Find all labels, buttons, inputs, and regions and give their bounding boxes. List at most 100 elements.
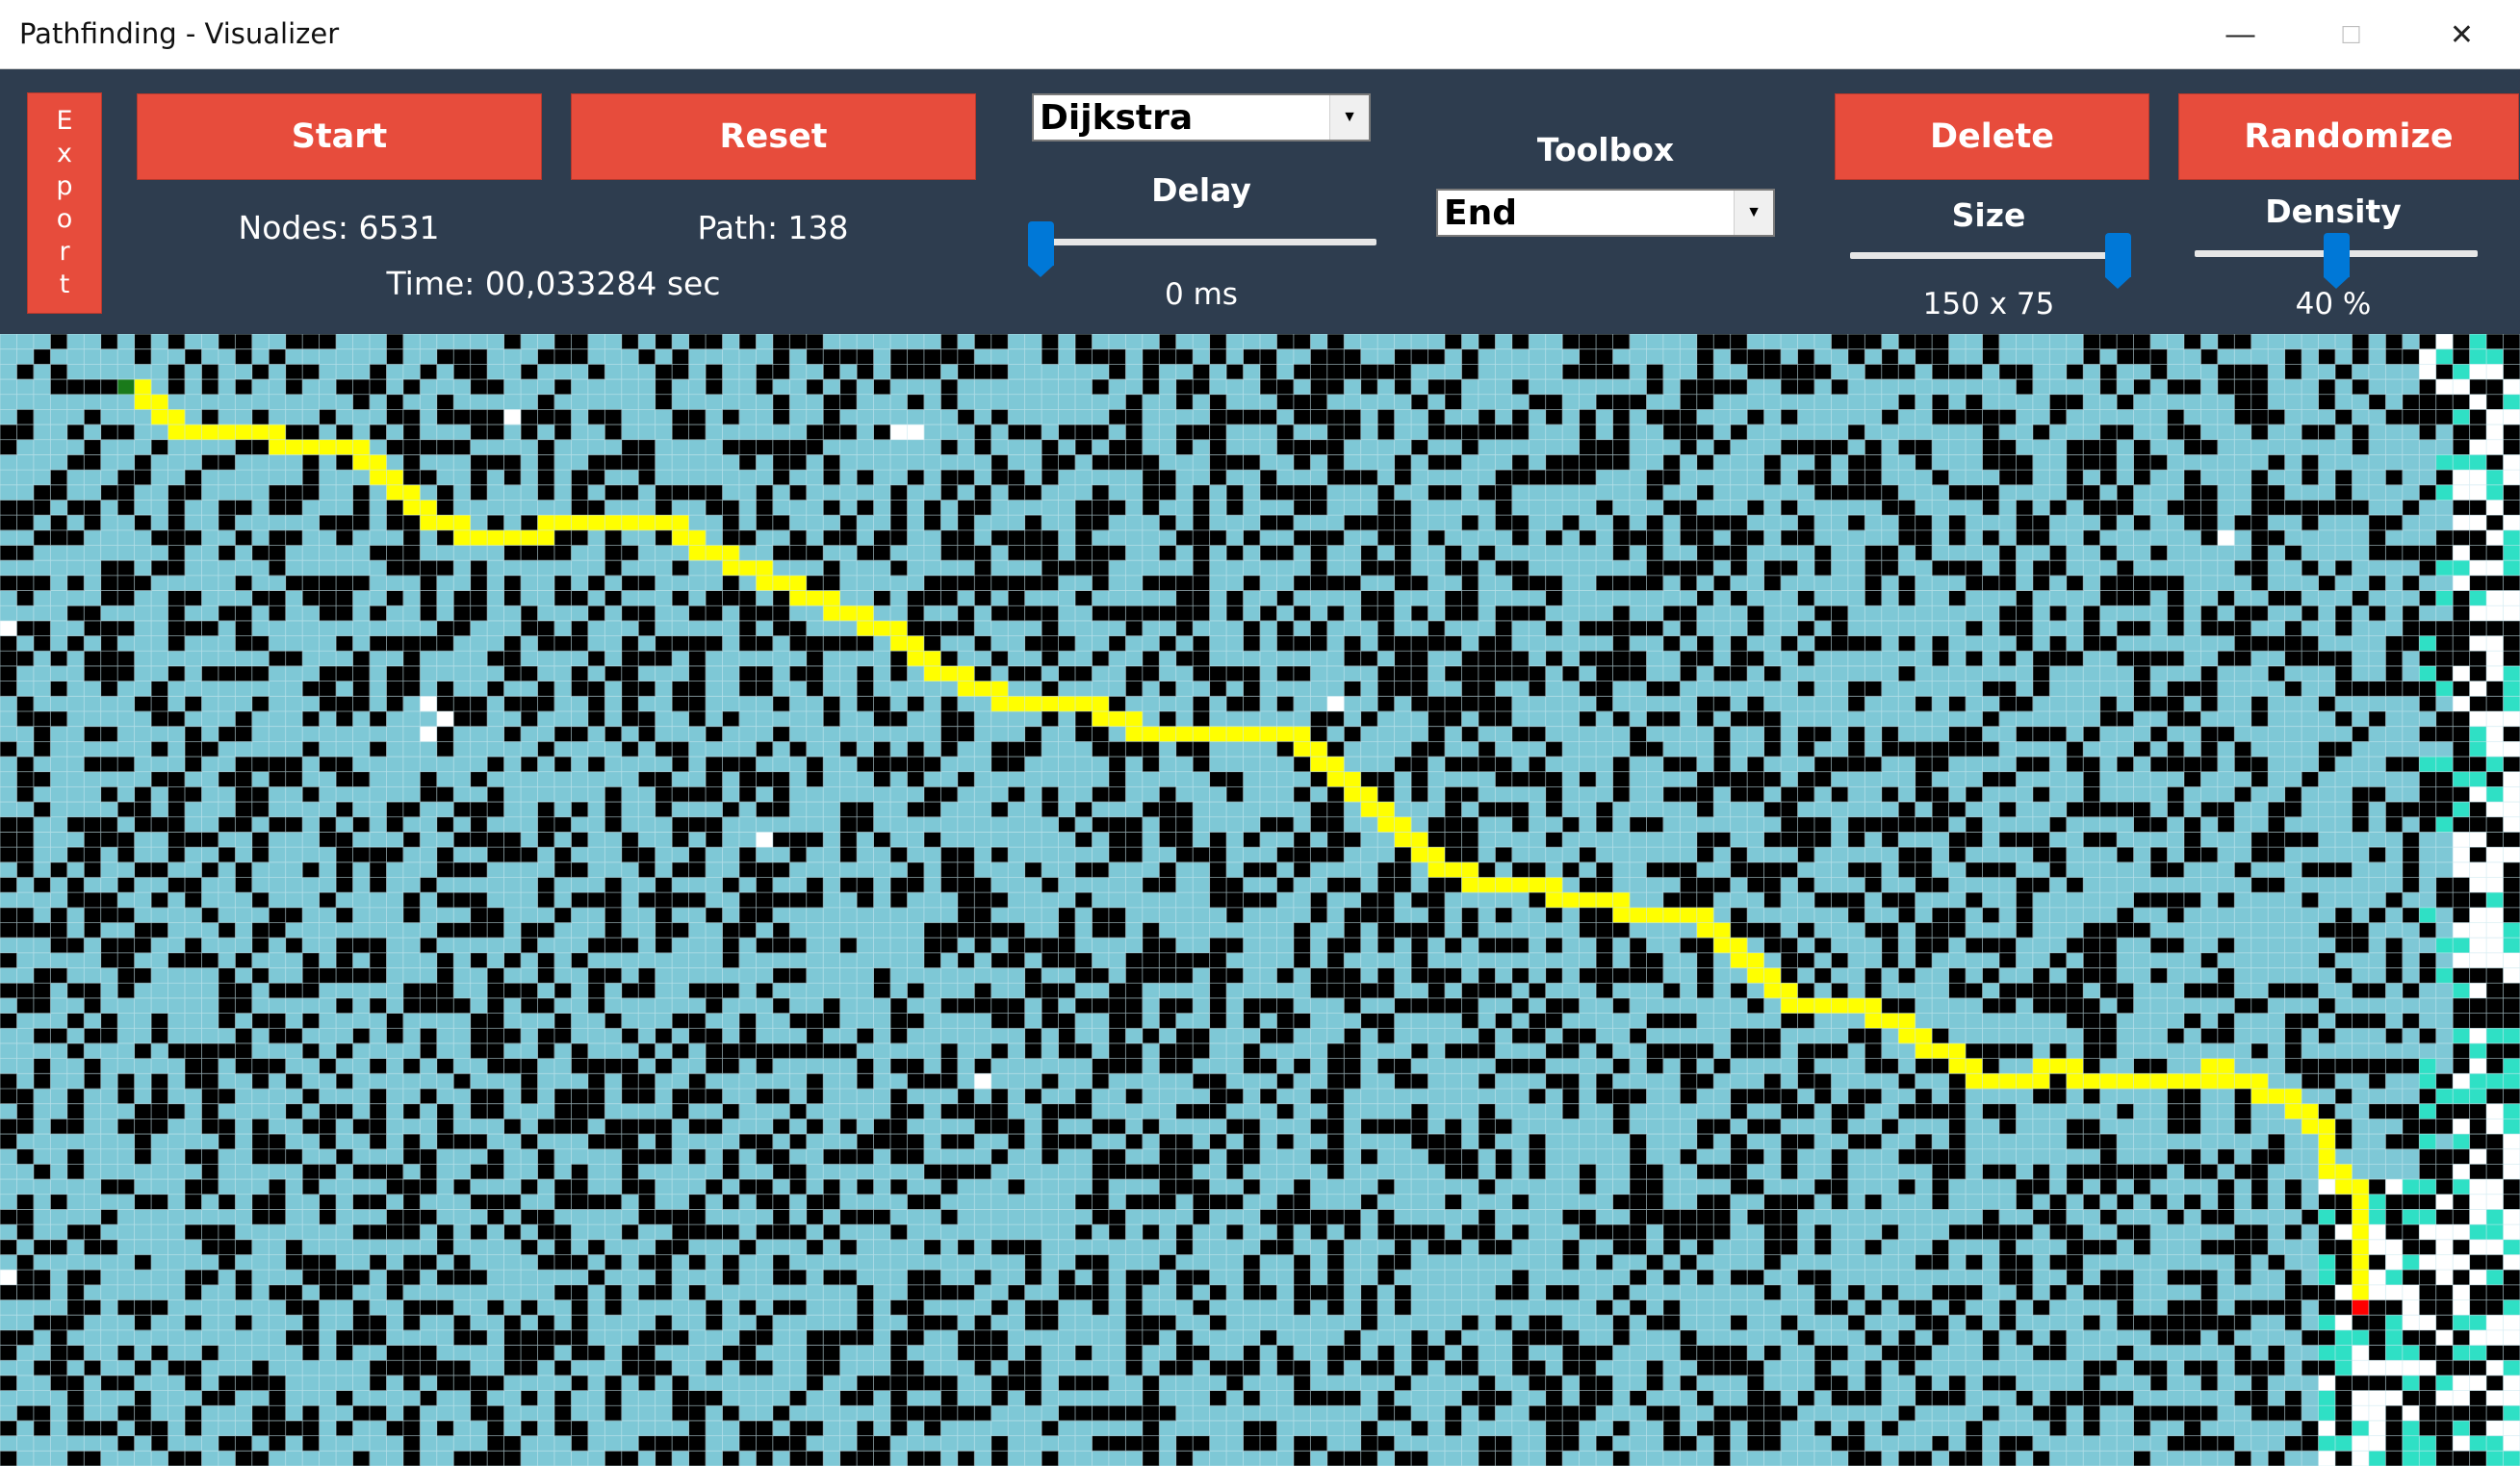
wall-cell[interactable] [0,635,17,652]
frontier-cell[interactable] [2469,1089,2487,1104]
wall-cell[interactable] [990,757,1009,773]
wall-cell[interactable] [1713,515,1731,531]
wall-cell[interactable] [1680,892,1698,909]
wall-cell[interactable] [2200,802,2219,818]
frontier-cell[interactable] [2402,1420,2420,1436]
wall-cell[interactable] [2133,696,2151,712]
wall-cell[interactable] [1612,1224,1631,1241]
wall-cell[interactable] [1915,1058,1933,1074]
wall-cell[interactable] [571,1194,589,1210]
wall-cell[interactable] [1075,952,1093,968]
wall-cell[interactable] [2301,1360,2319,1376]
wall-cell[interactable] [402,1375,421,1391]
wall-cell[interactable] [1646,741,1664,758]
wall-cell[interactable] [436,997,454,1014]
wall-cell[interactable] [1293,1375,1311,1391]
wall-cell[interactable] [1344,907,1362,923]
wall-cell[interactable] [1680,1345,1698,1361]
frontier-cell[interactable] [2469,348,2487,365]
wall-cell[interactable] [1612,424,1631,441]
wall-cell[interactable] [1142,651,1160,667]
wall-cell[interactable] [2183,832,2201,848]
wall-cell[interactable] [1680,786,1698,803]
wall-cell[interactable] [1646,545,1664,561]
wall-cell[interactable] [100,892,118,909]
wall-cell[interactable] [100,424,118,441]
wall-cell[interactable] [1461,605,1479,622]
wall-cell[interactable] [1041,681,1059,697]
wall-cell[interactable] [0,545,17,561]
wall-cell[interactable] [251,1420,270,1436]
wall-cell[interactable] [167,816,186,833]
wall-cell[interactable] [1646,681,1664,697]
wall-cell[interactable] [604,665,623,682]
wall-cell[interactable] [1781,1148,1798,1165]
wall-cell[interactable] [571,1103,589,1119]
wall-cell[interactable] [907,590,925,606]
wall-cell[interactable] [1092,605,1110,622]
wall-cell[interactable] [1696,832,1714,848]
wall-cell[interactable] [706,997,723,1014]
wall-cell[interactable] [420,771,438,787]
wall-cell[interactable] [571,832,589,848]
frontier-cell[interactable] [2453,938,2470,954]
wall-cell[interactable] [1495,1451,1513,1466]
wall-cell[interactable] [2133,379,2151,396]
path-cell[interactable] [2167,1073,2185,1090]
wall-cell[interactable] [470,952,488,968]
wall-cell[interactable] [1797,529,1815,546]
wall-cell[interactable] [1041,938,1059,954]
wall-cell[interactable] [1646,1179,1664,1196]
wall-cell[interactable] [2284,1390,2302,1406]
wall-cell[interactable] [1193,379,1210,396]
wall-cell[interactable] [1193,1194,1210,1210]
wall-cell[interactable] [2099,545,2118,561]
wall-cell[interactable] [521,1345,538,1361]
wall-cell[interactable] [1696,590,1714,606]
wall-cell[interactable] [1108,1119,1126,1135]
wall-cell[interactable] [571,1284,589,1300]
wall-cell[interactable] [1495,1315,1513,1331]
wall-cell[interactable] [1797,515,1815,531]
wall-cell[interactable] [2469,967,2487,984]
wall-cell[interactable] [1966,484,1983,501]
wall-cell[interactable] [2150,938,2168,954]
wall-cell[interactable] [1529,892,1546,909]
wall-cell[interactable] [1898,997,1916,1014]
wall-cell[interactable] [621,711,639,727]
wall-cell[interactable] [1394,1375,1412,1391]
wall-cell[interactable] [1461,1345,1479,1361]
wall-cell[interactable] [369,952,387,968]
wall-cell[interactable] [1193,847,1210,863]
wall-cell[interactable] [1915,545,1933,561]
wall-cell[interactable] [184,741,202,758]
wall-cell[interactable] [2200,605,2219,622]
wall-cell[interactable] [1075,500,1093,516]
wall-cell[interactable] [1193,545,1210,561]
wall-cell[interactable] [402,1299,421,1316]
wall-cell[interactable] [470,1089,488,1104]
wall-cell[interactable] [2402,681,2420,697]
wall-cell[interactable] [2385,802,2404,818]
wall-cell[interactable] [33,1270,51,1286]
frontier-cell[interactable] [2453,364,2470,380]
wall-cell[interactable] [1293,1179,1311,1196]
wall-cell[interactable] [2503,334,2520,349]
wall-cell[interactable] [1326,832,1345,848]
wall-cell[interactable] [2117,348,2134,365]
wall-cell[interactable] [957,1239,975,1255]
wall-cell[interactable] [1629,816,1647,833]
wall-cell[interactable] [487,1299,504,1316]
wall-cell[interactable] [2419,1239,2437,1255]
wall-cell[interactable] [2234,1345,2252,1361]
wall-cell[interactable] [857,1058,874,1074]
wall-cell[interactable] [957,529,975,546]
wall-cell[interactable] [1813,545,1832,561]
wall-cell[interactable] [2167,862,2185,878]
path-cell[interactable] [1444,862,1462,878]
wall-cell[interactable] [1326,1345,1345,1361]
wall-cell[interactable] [1932,757,1949,773]
wall-cell[interactable] [1730,907,1748,923]
wall-cell[interactable] [587,1194,605,1210]
wall-cell[interactable] [2486,1405,2504,1422]
